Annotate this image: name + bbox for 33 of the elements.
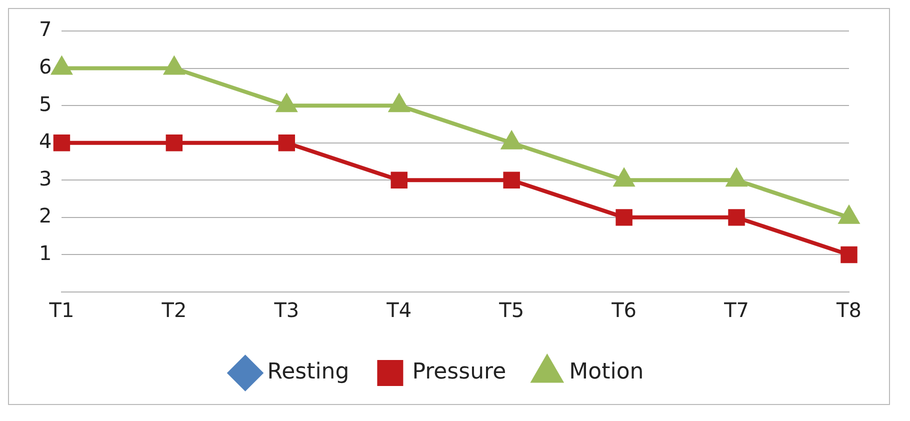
y-tick-label: 2 [38, 204, 52, 228]
point [53, 134, 70, 152]
x-tick-label: T1 [48, 298, 74, 322]
point [390, 172, 408, 189]
point [278, 134, 296, 152]
legend-label: Resting [267, 360, 350, 385]
point [616, 209, 632, 226]
point [840, 246, 858, 264]
point [503, 172, 520, 189]
legend-label: Motion [569, 360, 644, 385]
point [728, 209, 745, 226]
y-tick-label: 4 [38, 129, 52, 154]
point [502, 132, 522, 150]
x-tick-label: T3 [273, 298, 300, 322]
legend-label: Pressure [412, 360, 506, 385]
x-tick-label: T6 [610, 298, 637, 322]
point [389, 94, 409, 112]
point [164, 57, 184, 75]
x-tick-label: T4 [386, 298, 412, 322]
x-tick-label: T8 [836, 298, 862, 322]
point [614, 169, 634, 187]
point [276, 94, 296, 112]
x-tick-label: T5 [498, 298, 524, 322]
y-tick-label: 7 [38, 17, 52, 42]
y-tick-label: 3 [38, 166, 52, 190]
y-tick-label: 5 [38, 92, 52, 116]
point [726, 169, 746, 187]
y-tick-label: 6 [38, 54, 52, 78]
x-tick-label: T2 [160, 298, 187, 322]
point [52, 57, 72, 75]
point [166, 134, 183, 152]
y-tick-label: 1 [38, 240, 52, 265]
x-tick-label: T7 [723, 298, 750, 322]
